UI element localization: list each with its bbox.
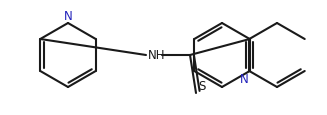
Text: NH: NH xyxy=(148,49,165,62)
Text: N: N xyxy=(240,72,249,85)
Text: S: S xyxy=(198,79,205,92)
Text: N: N xyxy=(64,10,72,23)
